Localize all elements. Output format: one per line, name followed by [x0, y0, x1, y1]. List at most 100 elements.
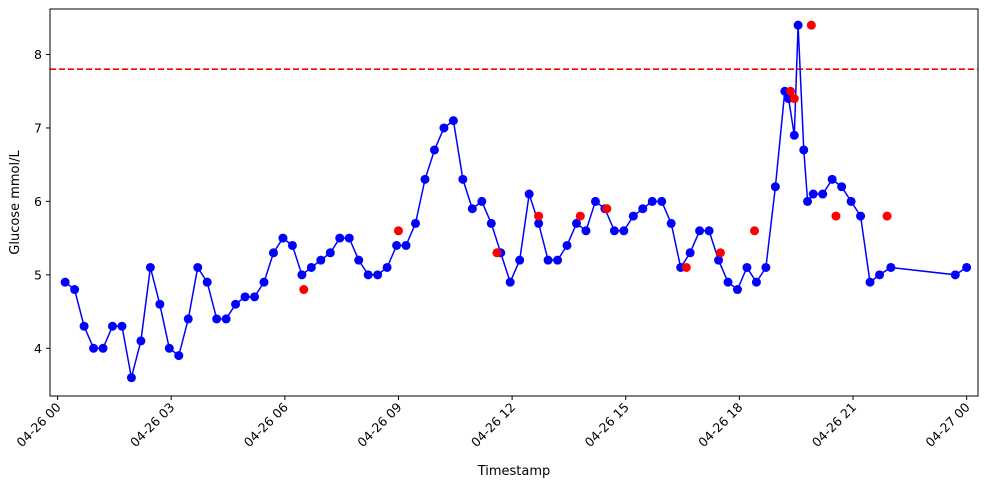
data-point	[401, 240, 411, 250]
points-layer	[60, 20, 972, 383]
plot-frame	[49, 8, 979, 397]
data-point	[856, 211, 866, 221]
data-point	[803, 196, 813, 206]
data-point	[628, 211, 638, 221]
data-point	[79, 321, 89, 331]
data-point	[363, 270, 373, 280]
data-point	[524, 189, 534, 199]
data-point	[770, 182, 780, 192]
y-tick-label: 7	[34, 120, 42, 135]
data-point	[392, 240, 402, 250]
highlight-point	[534, 211, 544, 221]
data-point	[174, 351, 184, 361]
data-point	[316, 255, 326, 265]
data-point	[70, 285, 80, 295]
highlight-point	[299, 285, 309, 295]
data-point	[619, 226, 629, 236]
data-point	[666, 218, 676, 228]
highlight-point	[789, 94, 799, 104]
highlight-point	[750, 226, 760, 236]
data-point	[590, 196, 600, 206]
data-point	[231, 299, 241, 309]
data-point	[865, 277, 875, 287]
data-point	[278, 233, 288, 243]
data-point	[448, 116, 458, 126]
highlight-point	[882, 211, 892, 221]
x-tick-label: 04-26 03	[127, 400, 177, 450]
data-point	[486, 218, 496, 228]
x-tick-label: 04-26 12	[468, 400, 518, 450]
data-point	[886, 262, 896, 272]
highlight-point	[715, 248, 725, 258]
data-point	[117, 321, 127, 331]
data-point	[808, 189, 818, 199]
x-tick-label: 04-26 15	[582, 400, 632, 450]
data-point	[420, 174, 430, 184]
data-point	[477, 196, 487, 206]
highlight-point	[492, 248, 502, 258]
data-point	[714, 255, 724, 265]
data-point	[742, 262, 752, 272]
x-axis: 04-26 00 04-26 03 04-26 06 04-26 09 04-26 12…	[13, 396, 973, 450]
data-point	[354, 255, 364, 265]
data-point	[155, 299, 165, 309]
data-point	[107, 321, 117, 331]
data-point	[287, 240, 297, 250]
highlight-point	[602, 204, 612, 214]
data-point	[875, 270, 885, 280]
data-point	[571, 218, 581, 228]
data-point	[439, 123, 449, 133]
data-point	[827, 174, 837, 184]
data-point	[818, 189, 828, 199]
y-axis-label: Glucose mmol/L	[8, 150, 23, 255]
x-tick-label: 04-26 06	[241, 399, 291, 449]
data-point	[373, 270, 383, 280]
data-point	[704, 226, 714, 236]
x-tick-label: 04-26 18	[695, 399, 745, 449]
data-point	[962, 262, 972, 272]
highlights-layer	[299, 20, 892, 295]
data-point	[467, 204, 477, 214]
data-point	[793, 20, 803, 30]
data-point	[429, 145, 439, 155]
data-point	[89, 343, 99, 353]
data-point	[221, 314, 231, 324]
data-point	[505, 277, 515, 287]
data-point	[344, 233, 354, 243]
data-point	[837, 182, 847, 192]
data-point	[202, 277, 212, 287]
plot-area	[50, 9, 978, 396]
data-point	[562, 240, 572, 250]
data-point	[695, 226, 705, 236]
data-point	[789, 130, 799, 140]
data-point	[647, 196, 657, 206]
data-point	[732, 285, 742, 295]
data-point	[212, 314, 222, 324]
data-point	[685, 248, 695, 258]
highlight-point	[575, 211, 585, 221]
data-point	[458, 174, 468, 184]
data-point	[335, 233, 345, 243]
data-point	[164, 343, 174, 353]
data-point	[638, 204, 648, 214]
y-tick-label: 4	[34, 341, 42, 356]
data-point	[411, 218, 421, 228]
data-point	[250, 292, 260, 302]
data-point	[240, 292, 250, 302]
data-point	[846, 196, 856, 206]
data-point	[534, 218, 544, 228]
data-point	[723, 277, 733, 287]
highlight-point	[681, 262, 691, 272]
data-point	[98, 343, 108, 353]
data-point	[950, 270, 960, 280]
y-tick-label: 5	[34, 267, 42, 282]
x-axis-label: Timestamp	[477, 464, 551, 479]
y-tick-label: 6	[34, 194, 42, 209]
data-point	[609, 226, 619, 236]
highlight-point	[786, 86, 796, 96]
data-point	[136, 336, 146, 346]
data-point	[306, 262, 316, 272]
data-point	[325, 248, 335, 258]
highlight-point	[806, 20, 816, 30]
